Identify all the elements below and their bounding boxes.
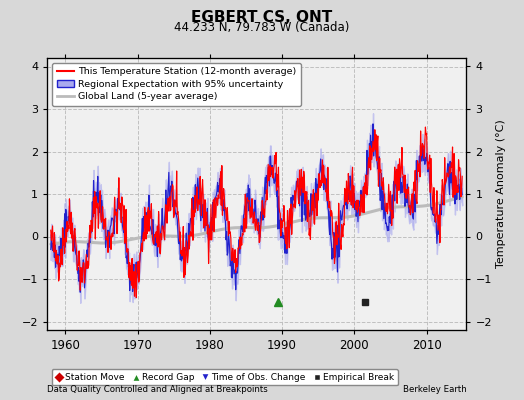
Text: EGBERT CS, ONT: EGBERT CS, ONT (191, 10, 333, 25)
Text: Data Quality Controlled and Aligned at Breakpoints: Data Quality Controlled and Aligned at B… (47, 385, 268, 394)
Text: Berkeley Earth: Berkeley Earth (402, 385, 466, 394)
Y-axis label: Temperature Anomaly (°C): Temperature Anomaly (°C) (496, 120, 506, 268)
Legend: Station Move, Record Gap, Time of Obs. Change, Empirical Break: Station Move, Record Gap, Time of Obs. C… (52, 369, 398, 385)
Text: 44.233 N, 79.783 W (Canada): 44.233 N, 79.783 W (Canada) (174, 21, 350, 34)
